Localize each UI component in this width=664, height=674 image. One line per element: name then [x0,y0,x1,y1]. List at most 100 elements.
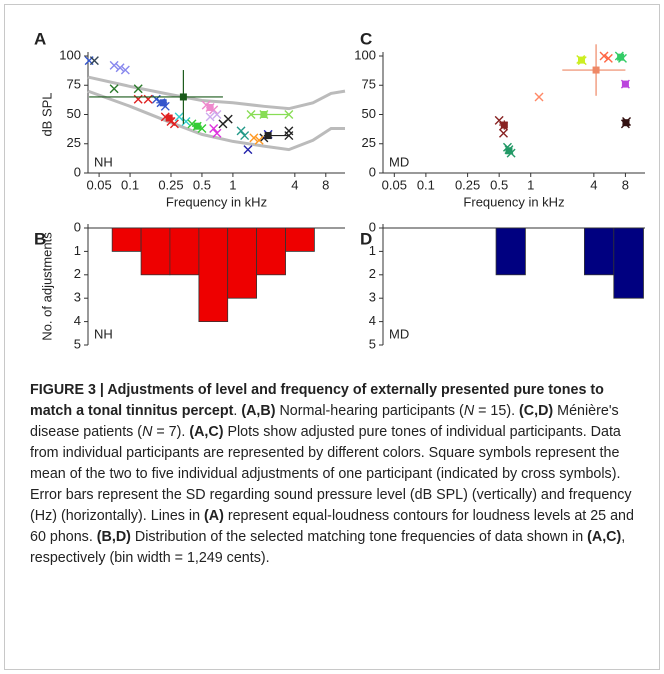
cross-marker [534,92,544,102]
x-tick-label: 0.25 [158,177,183,192]
y-tick-label: 5 [74,336,81,351]
bar [169,227,200,276]
mean-marker [617,53,625,61]
cross-marker [240,131,250,141]
cross-marker [284,110,294,119]
bar [111,227,142,252]
cross-marker [120,65,130,75]
mean-marker [500,121,508,129]
x-tick-label: 1 [229,177,236,192]
mean-marker [505,147,513,155]
cross-marker [209,124,219,134]
cross-marker [174,112,184,122]
x-tick-label: 1 [527,177,534,192]
mean-marker [264,132,272,140]
x-tick-label: 8 [322,177,329,192]
cross-marker [499,128,508,138]
mean-marker [179,93,187,101]
bar [227,227,258,299]
mean-marker [206,103,214,111]
x-tick-label: 4 [590,177,597,192]
cross-marker [109,84,119,94]
y-tick-label: 4 [74,313,81,328]
caption-run: (B,D) [96,529,131,545]
y-tick-label: 75 [362,77,376,92]
caption-run: , respectively (bin width = 1,249 cents)… [30,529,626,566]
mean-marker [260,111,268,118]
cross-marker [212,128,222,138]
x-tick-label: 4 [291,177,298,192]
y-tick-label: 0 [369,164,376,179]
x-tick-label: 0.25 [455,177,480,192]
x-tick-label: 0.05 [86,177,111,192]
x-tick-label: 0.05 [382,177,407,192]
frame [4,4,660,670]
panel-letter: C [360,29,372,48]
group-label: MD [389,326,409,341]
cross-marker [246,110,256,119]
y-tick-label: 50 [67,106,81,121]
y-tick-label: 3 [74,290,81,305]
mean-marker [592,66,600,74]
cross-marker [223,114,233,124]
y-tick-label: 2 [369,266,376,281]
x-tick-label: 0.1 [417,177,435,192]
caption-run: FIGURE 3 | Adjustments of level and freq… [30,382,604,419]
contour-line [87,89,345,152]
cross-marker [249,133,259,143]
caption-run: = 7). [152,424,190,440]
caption-run: (A,C) [587,529,622,545]
cross-marker [599,51,609,61]
y-tick-label: 4 [369,313,376,328]
y-axis-label: dB SPL [39,92,54,136]
mean-marker [193,122,201,130]
group-label: MD [389,154,409,169]
y-tick-label: 75 [67,77,81,92]
caption-run: N [142,424,153,440]
cross-marker [212,110,222,119]
y-tick-label: 25 [362,135,376,150]
contour-line [87,75,346,111]
caption-run: (A,B) [241,403,276,419]
x-axis-label: Frequency in kHz [166,194,267,209]
y-tick-label: 0 [74,164,81,179]
cross-marker [243,145,253,155]
bar [583,227,615,276]
y-tick-label: 5 [369,336,376,351]
bar [140,227,171,276]
x-tick-label: 0.1 [121,177,139,192]
mean-marker [622,119,630,127]
bar [495,227,526,276]
cross-marker [254,135,264,145]
y-tick-label: 50 [362,106,376,121]
caption-run: (C,D) [519,403,554,419]
x-tick-label: 0.5 [490,177,508,192]
caption-run: (A) [204,508,224,524]
caption-run: represent equal-loudness contours for lo… [30,508,634,545]
cross-marker [603,53,613,63]
mean-marker [165,114,173,122]
group-label: NH [94,326,113,341]
y-tick-label: 100 [59,47,81,62]
y-tick-label: 1 [369,243,376,258]
caption-run: . [233,403,242,419]
y-tick-label: 1 [74,243,81,258]
caption-run: Plots show adjusted pure tones of indivi… [30,424,632,524]
caption: FIGURE 3 | Adjustments of level and freq… [30,380,642,569]
x-axis-label: Frequency in kHz [463,194,564,209]
y-tick-label: 0 [74,219,81,234]
bar [198,227,229,322]
bar [256,227,286,276]
panel-letter: B [34,229,46,248]
caption-run: = 15). [474,403,520,419]
x-tick-label: 0.5 [193,177,211,192]
cross-marker [109,60,119,70]
caption-run: Ménière's disease patients ( [30,403,619,440]
caption-run: Distribution of the selected matching to… [130,529,588,545]
y-tick-label: 0 [369,219,376,234]
bar [285,227,315,252]
mean-marker [578,56,586,64]
bar [613,227,644,299]
